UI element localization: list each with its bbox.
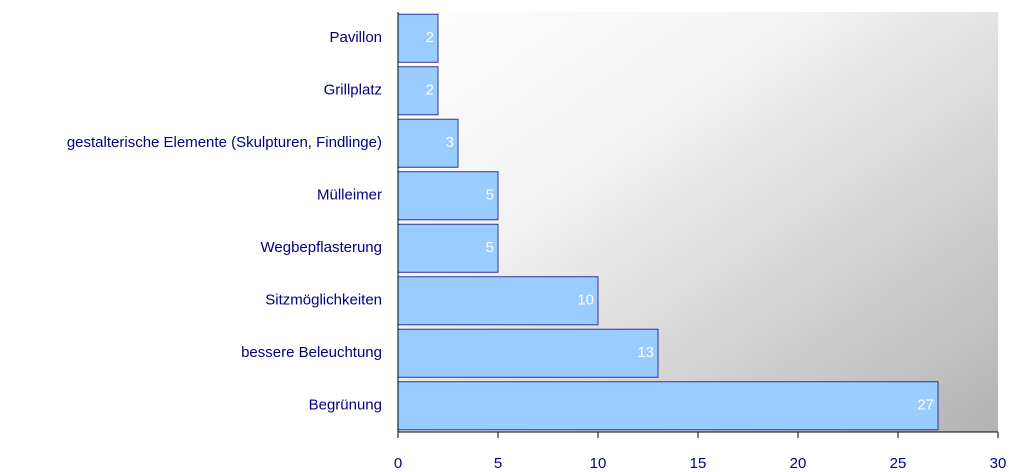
y-tick-label: Pavillon — [329, 29, 382, 46]
y-tick-label: bessere Beleuchtung — [241, 344, 382, 361]
x-tick-label: 5 — [494, 455, 502, 472]
x-tick-label: 0 — [394, 455, 402, 472]
y-tick-label: gestalterische Elemente (Skulpturen, Fin… — [67, 134, 382, 151]
value-label: 3 — [446, 134, 454, 151]
value-label: 2 — [426, 29, 434, 46]
y-tick-label: Sitzmöglichkeiten — [265, 292, 382, 309]
x-tick-label: 20 — [790, 455, 807, 472]
y-tick-label: Mülleimer — [317, 187, 382, 204]
y-tick-label: Grillplatz — [324, 82, 382, 99]
x-tick-label: 10 — [590, 455, 607, 472]
x-tick-label: 25 — [890, 455, 907, 472]
y-tick-label: Begrünung — [309, 397, 382, 414]
value-label: 5 — [486, 239, 494, 256]
bar — [397, 381, 939, 431]
value-label: 5 — [486, 187, 494, 204]
y-tick-label: Wegbepflasterung — [261, 239, 382, 256]
bar — [397, 13, 439, 63]
value-label: 2 — [426, 82, 434, 99]
x-tick-label: 15 — [690, 455, 707, 472]
bar — [397, 328, 659, 378]
value-label: 13 — [637, 344, 654, 361]
x-tick-label: 30 — [990, 455, 1007, 472]
bar — [397, 223, 499, 273]
value-label: 10 — [577, 292, 594, 309]
bar — [397, 171, 499, 221]
bar — [397, 276, 599, 326]
value-label: 27 — [917, 397, 934, 414]
